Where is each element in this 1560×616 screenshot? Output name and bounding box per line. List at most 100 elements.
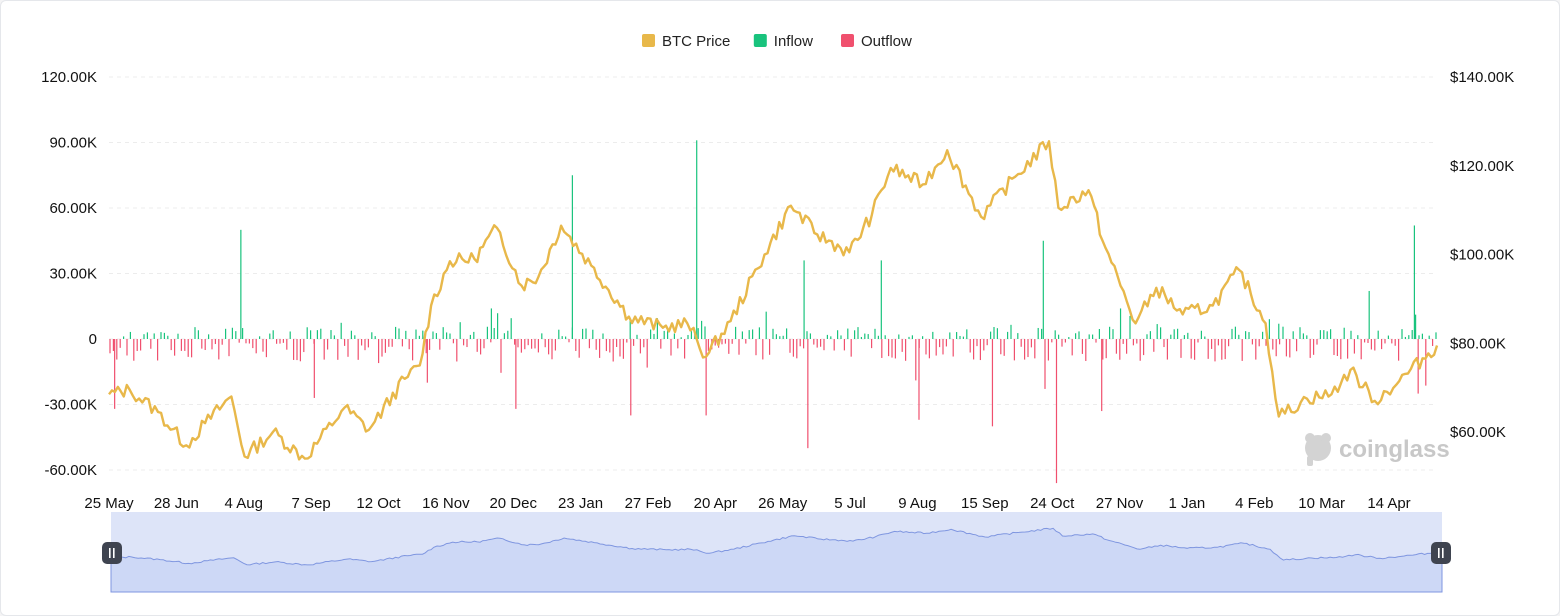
inflow-bar xyxy=(1323,330,1325,339)
outflow-bar xyxy=(803,339,805,349)
left-tick-label: 90.00K xyxy=(49,135,97,152)
outflow-bar xyxy=(466,339,468,348)
inflow-bar xyxy=(656,318,658,339)
outflow-bar xyxy=(204,339,206,351)
outflow-bar xyxy=(157,339,159,361)
outflow-bar xyxy=(1055,339,1058,484)
outflow-bar xyxy=(619,339,621,357)
inflow-bar xyxy=(1299,327,1301,339)
inflow-bar xyxy=(235,331,237,339)
btc-price-line xyxy=(108,140,1439,461)
inflow-bar xyxy=(197,330,199,339)
outflow-bar xyxy=(1003,339,1005,356)
outflow-bar xyxy=(1030,339,1032,348)
outflow-bar xyxy=(905,339,907,361)
outflow-bar xyxy=(554,339,556,351)
inflow-bar xyxy=(701,320,703,339)
inflow-bar xyxy=(129,331,131,339)
x-tick-label: 5 Jul xyxy=(834,495,866,512)
x-tick-label: 20 Dec xyxy=(489,495,537,512)
inflow-bar xyxy=(854,330,856,339)
navigator-left-handle[interactable] xyxy=(102,542,122,564)
outflow-bar xyxy=(218,339,220,360)
inflow-bar xyxy=(459,322,461,339)
outflow-bar xyxy=(578,339,580,358)
inflow-bar xyxy=(354,335,356,339)
inflow-bar xyxy=(442,327,444,339)
inflow-bar xyxy=(160,332,162,339)
range-navigator[interactable] xyxy=(102,512,1451,593)
outflow-bar xyxy=(983,339,985,351)
outflow-bar xyxy=(755,339,757,356)
inflow-bar xyxy=(123,336,125,339)
inflow-bar xyxy=(741,331,743,339)
inflow-bar xyxy=(289,331,291,339)
outflow-bar xyxy=(599,339,601,358)
inflow-bar xyxy=(1200,330,1202,339)
outflow-bar xyxy=(1071,339,1073,356)
inflow-bar xyxy=(1088,334,1090,339)
x-tick-label: 12 Oct xyxy=(356,495,401,512)
outflow-bar xyxy=(114,339,116,409)
inflow-bar xyxy=(697,328,699,339)
left-tick-label: -30.00K xyxy=(44,397,97,414)
outflow-bar xyxy=(357,339,359,360)
outflow-bar xyxy=(490,339,492,343)
inflow-bar xyxy=(809,333,811,339)
inflow-bar xyxy=(449,333,451,339)
inflow-bar xyxy=(418,335,420,339)
inflow-bar xyxy=(602,333,604,339)
outflow-bar xyxy=(544,339,546,348)
inflow-bar xyxy=(1007,331,1009,339)
inflow-bar xyxy=(231,327,233,339)
x-tick-label: 7 Sep xyxy=(292,495,331,512)
inflow-bar xyxy=(932,331,934,339)
inflow-bar xyxy=(847,328,849,339)
outflow-bar xyxy=(303,339,305,353)
legend-label-2: Outflow xyxy=(861,33,912,50)
outflow-bar xyxy=(626,339,628,343)
outflow-bar xyxy=(942,339,944,355)
outflow-bar xyxy=(293,339,295,360)
outflow-bar xyxy=(1367,339,1369,343)
outflow-bar xyxy=(918,339,920,420)
inflow-bar xyxy=(374,336,376,339)
outflow-bar xyxy=(1115,339,1117,354)
outflow-bar xyxy=(633,339,635,346)
inflow-bar xyxy=(650,329,652,339)
inflow-bar xyxy=(1068,337,1070,339)
outflow-bar xyxy=(1391,339,1393,344)
outflow-bar xyxy=(136,339,138,352)
inflow-bar xyxy=(422,330,424,339)
outflow-bar xyxy=(201,339,203,349)
outflow-bar xyxy=(1336,339,1338,356)
outflow-bar xyxy=(1122,339,1124,344)
outflow-bar xyxy=(1398,339,1400,361)
legend-label-0: BTC Price xyxy=(662,33,730,50)
inflow-bar xyxy=(653,333,655,339)
outflow-bar xyxy=(412,339,414,361)
navigator-right-handle[interactable] xyxy=(1431,542,1451,564)
inflow-bar xyxy=(1262,331,1264,339)
right-tick-label: $100.00K xyxy=(1450,247,1514,264)
outflow-bar xyxy=(388,339,390,347)
outflow-bar xyxy=(714,339,716,346)
inflow-bar xyxy=(803,260,805,339)
outflow-bar xyxy=(707,339,709,351)
inflow-bar xyxy=(748,330,750,339)
outflow-bar xyxy=(1370,339,1372,350)
outflow-bar xyxy=(1221,339,1223,360)
inflow-bar xyxy=(486,326,488,339)
inflow-bar xyxy=(1248,332,1250,339)
inflow-bar xyxy=(687,334,689,339)
outflow-bar xyxy=(612,339,614,362)
inflow-bar xyxy=(1234,326,1236,339)
outflow-bar xyxy=(1258,339,1260,347)
outflow-bar xyxy=(762,339,764,360)
inflow-bar xyxy=(561,336,563,339)
inflow-bar xyxy=(959,335,961,339)
outflow-bar xyxy=(126,339,128,356)
outflow-bar xyxy=(807,339,809,449)
x-tick-label: 10 Mar xyxy=(1298,495,1345,512)
outflow-bar xyxy=(1194,339,1196,360)
